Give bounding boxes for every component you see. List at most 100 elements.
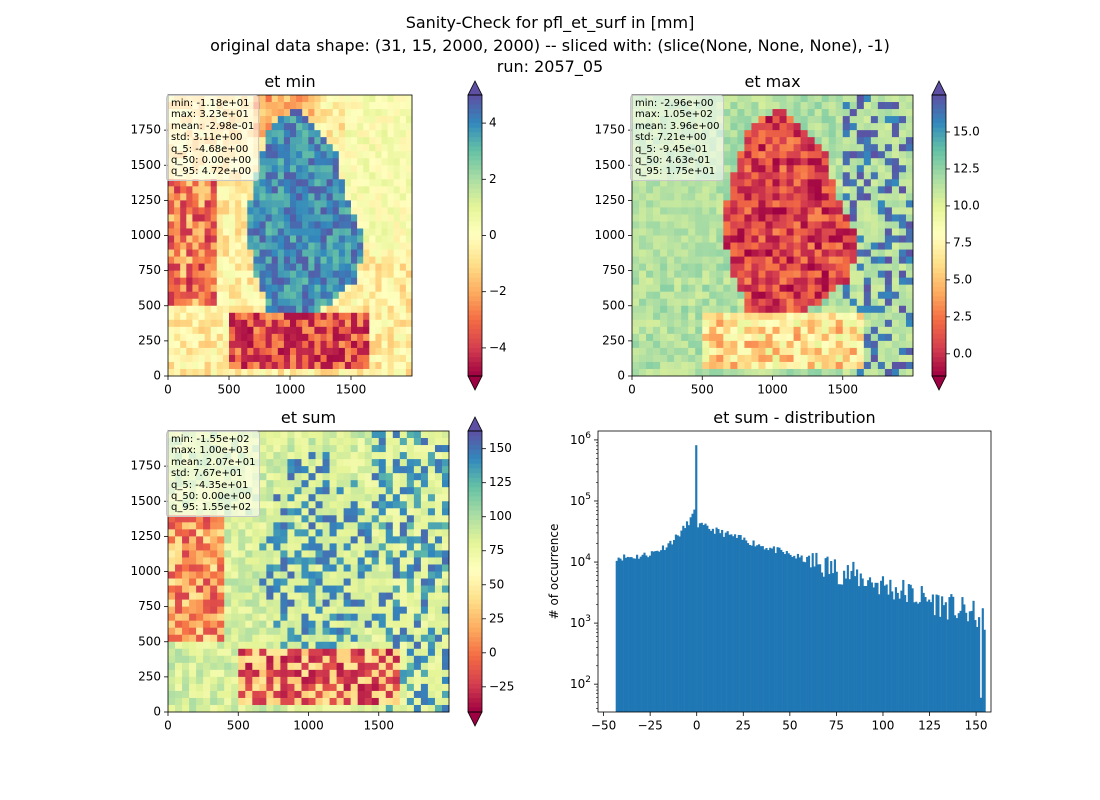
heatmap-cell — [174, 333, 181, 342]
heatmap-cell — [891, 102, 900, 110]
heatmap-cell — [252, 613, 260, 622]
heatmap-cell — [322, 683, 330, 692]
heatmap-cell — [357, 179, 364, 187]
y-tick-label: 1000 — [130, 228, 161, 242]
heatmap-cell — [287, 543, 295, 551]
heatmap-cell — [357, 193, 364, 201]
heatmap-cell — [821, 305, 830, 314]
heatmap-cell — [786, 361, 794, 370]
heatmap-cell — [224, 641, 232, 650]
heatmap-cell — [315, 438, 323, 446]
heatmap-cell — [294, 529, 302, 537]
heatmap-cell — [765, 130, 773, 138]
heatmap-cell — [174, 270, 181, 279]
heatmap-cell — [210, 641, 218, 650]
heatmap-cell — [351, 109, 358, 117]
heatmap-cell — [863, 186, 872, 194]
heatmap-cell — [204, 333, 212, 342]
heatmap-cell — [357, 277, 364, 286]
heatmap-cell — [216, 326, 224, 335]
heatmap-cell — [744, 347, 752, 356]
heatmap-cell — [814, 130, 823, 138]
colorbar-segment — [468, 109, 482, 115]
heatmap-cell — [702, 277, 710, 286]
heatmap-cell — [371, 466, 380, 474]
heatmap-cell — [196, 690, 204, 699]
heatmap-cell — [350, 704, 359, 713]
heatmap-cell — [772, 256, 780, 265]
heatmap-cell — [198, 228, 205, 236]
heatmap-cell — [758, 186, 766, 194]
colorbar-segment — [932, 361, 946, 368]
heatmap-cell — [287, 459, 295, 467]
heatmap-cell — [357, 326, 364, 335]
heatmap-cell — [898, 221, 907, 229]
heatmap-cell — [273, 515, 281, 523]
heatmap-cell — [695, 277, 703, 286]
heatmap-cell — [217, 522, 225, 530]
heatmap-cell — [351, 221, 358, 229]
heatmap-cell — [800, 347, 809, 356]
heatmap-cell — [399, 214, 407, 222]
heatmap-cell — [222, 333, 230, 342]
heatmap-cell — [772, 151, 780, 159]
heatmap-cell — [434, 662, 443, 671]
heatmap-cell — [259, 179, 266, 187]
heatmap-cell — [271, 95, 279, 103]
heatmap-cell — [186, 368, 193, 377]
heatmap-cell — [265, 312, 273, 321]
heatmap-cell — [835, 354, 844, 363]
heatmap-cell — [204, 228, 212, 236]
heatmap-cell — [364, 515, 373, 523]
colorbar-tick-label: 4 — [489, 116, 497, 130]
heatmap-cell — [441, 487, 450, 495]
heatmap-cell — [632, 340, 640, 349]
heatmap-cell — [224, 571, 232, 579]
heatmap-cell — [351, 200, 358, 208]
heatmap-cell — [772, 277, 780, 286]
heatmap-cell — [898, 305, 907, 314]
heatmap-cell — [828, 326, 837, 335]
heatmap-cell — [828, 116, 837, 124]
heatmap-cell — [363, 193, 370, 201]
heatmap-cell — [314, 165, 321, 173]
heatmap-cell — [259, 165, 266, 173]
heatmap-cell — [326, 368, 334, 377]
heatmap-cell — [681, 263, 689, 272]
heatmap-cell — [863, 158, 872, 166]
heatmap-cell — [210, 277, 218, 286]
colorbar-segment — [468, 315, 482, 321]
heatmap-cell — [280, 487, 288, 495]
heatmap-cell — [405, 333, 413, 342]
heatmap-cell — [653, 249, 661, 257]
heatmap-cell — [338, 151, 346, 159]
heatmap-cell — [259, 599, 267, 608]
heatmap-cell — [814, 249, 823, 257]
heatmap-cell — [385, 473, 394, 481]
heatmap-cell — [224, 676, 232, 685]
heatmap-cell — [351, 123, 358, 131]
heatmap-cell — [800, 235, 809, 243]
heatmap-cell — [369, 235, 376, 243]
heatmap-cell — [322, 655, 330, 664]
heatmap-cell — [186, 186, 193, 194]
heatmap-cell — [674, 228, 682, 236]
heatmap-cell — [198, 256, 205, 265]
heatmap-cell — [716, 249, 724, 257]
heatmap-cell — [363, 116, 370, 124]
heatmap-cell — [344, 340, 352, 349]
heatmap-cell — [168, 263, 175, 272]
heatmap-cell — [296, 151, 303, 159]
heatmap-cell — [751, 298, 759, 307]
heatmap-cell — [646, 277, 654, 286]
heatmap-cell — [363, 291, 370, 300]
colorbar-segment — [468, 127, 482, 133]
heatmap-cell — [332, 221, 340, 229]
heatmap-cell — [247, 326, 254, 335]
colorbar-segment — [468, 352, 482, 358]
heatmap-cell — [814, 123, 823, 131]
heatmap-cell — [301, 627, 309, 636]
colorbar-segment — [468, 198, 482, 204]
heatmap-cell — [252, 550, 260, 558]
heatmap-cell — [737, 298, 745, 307]
